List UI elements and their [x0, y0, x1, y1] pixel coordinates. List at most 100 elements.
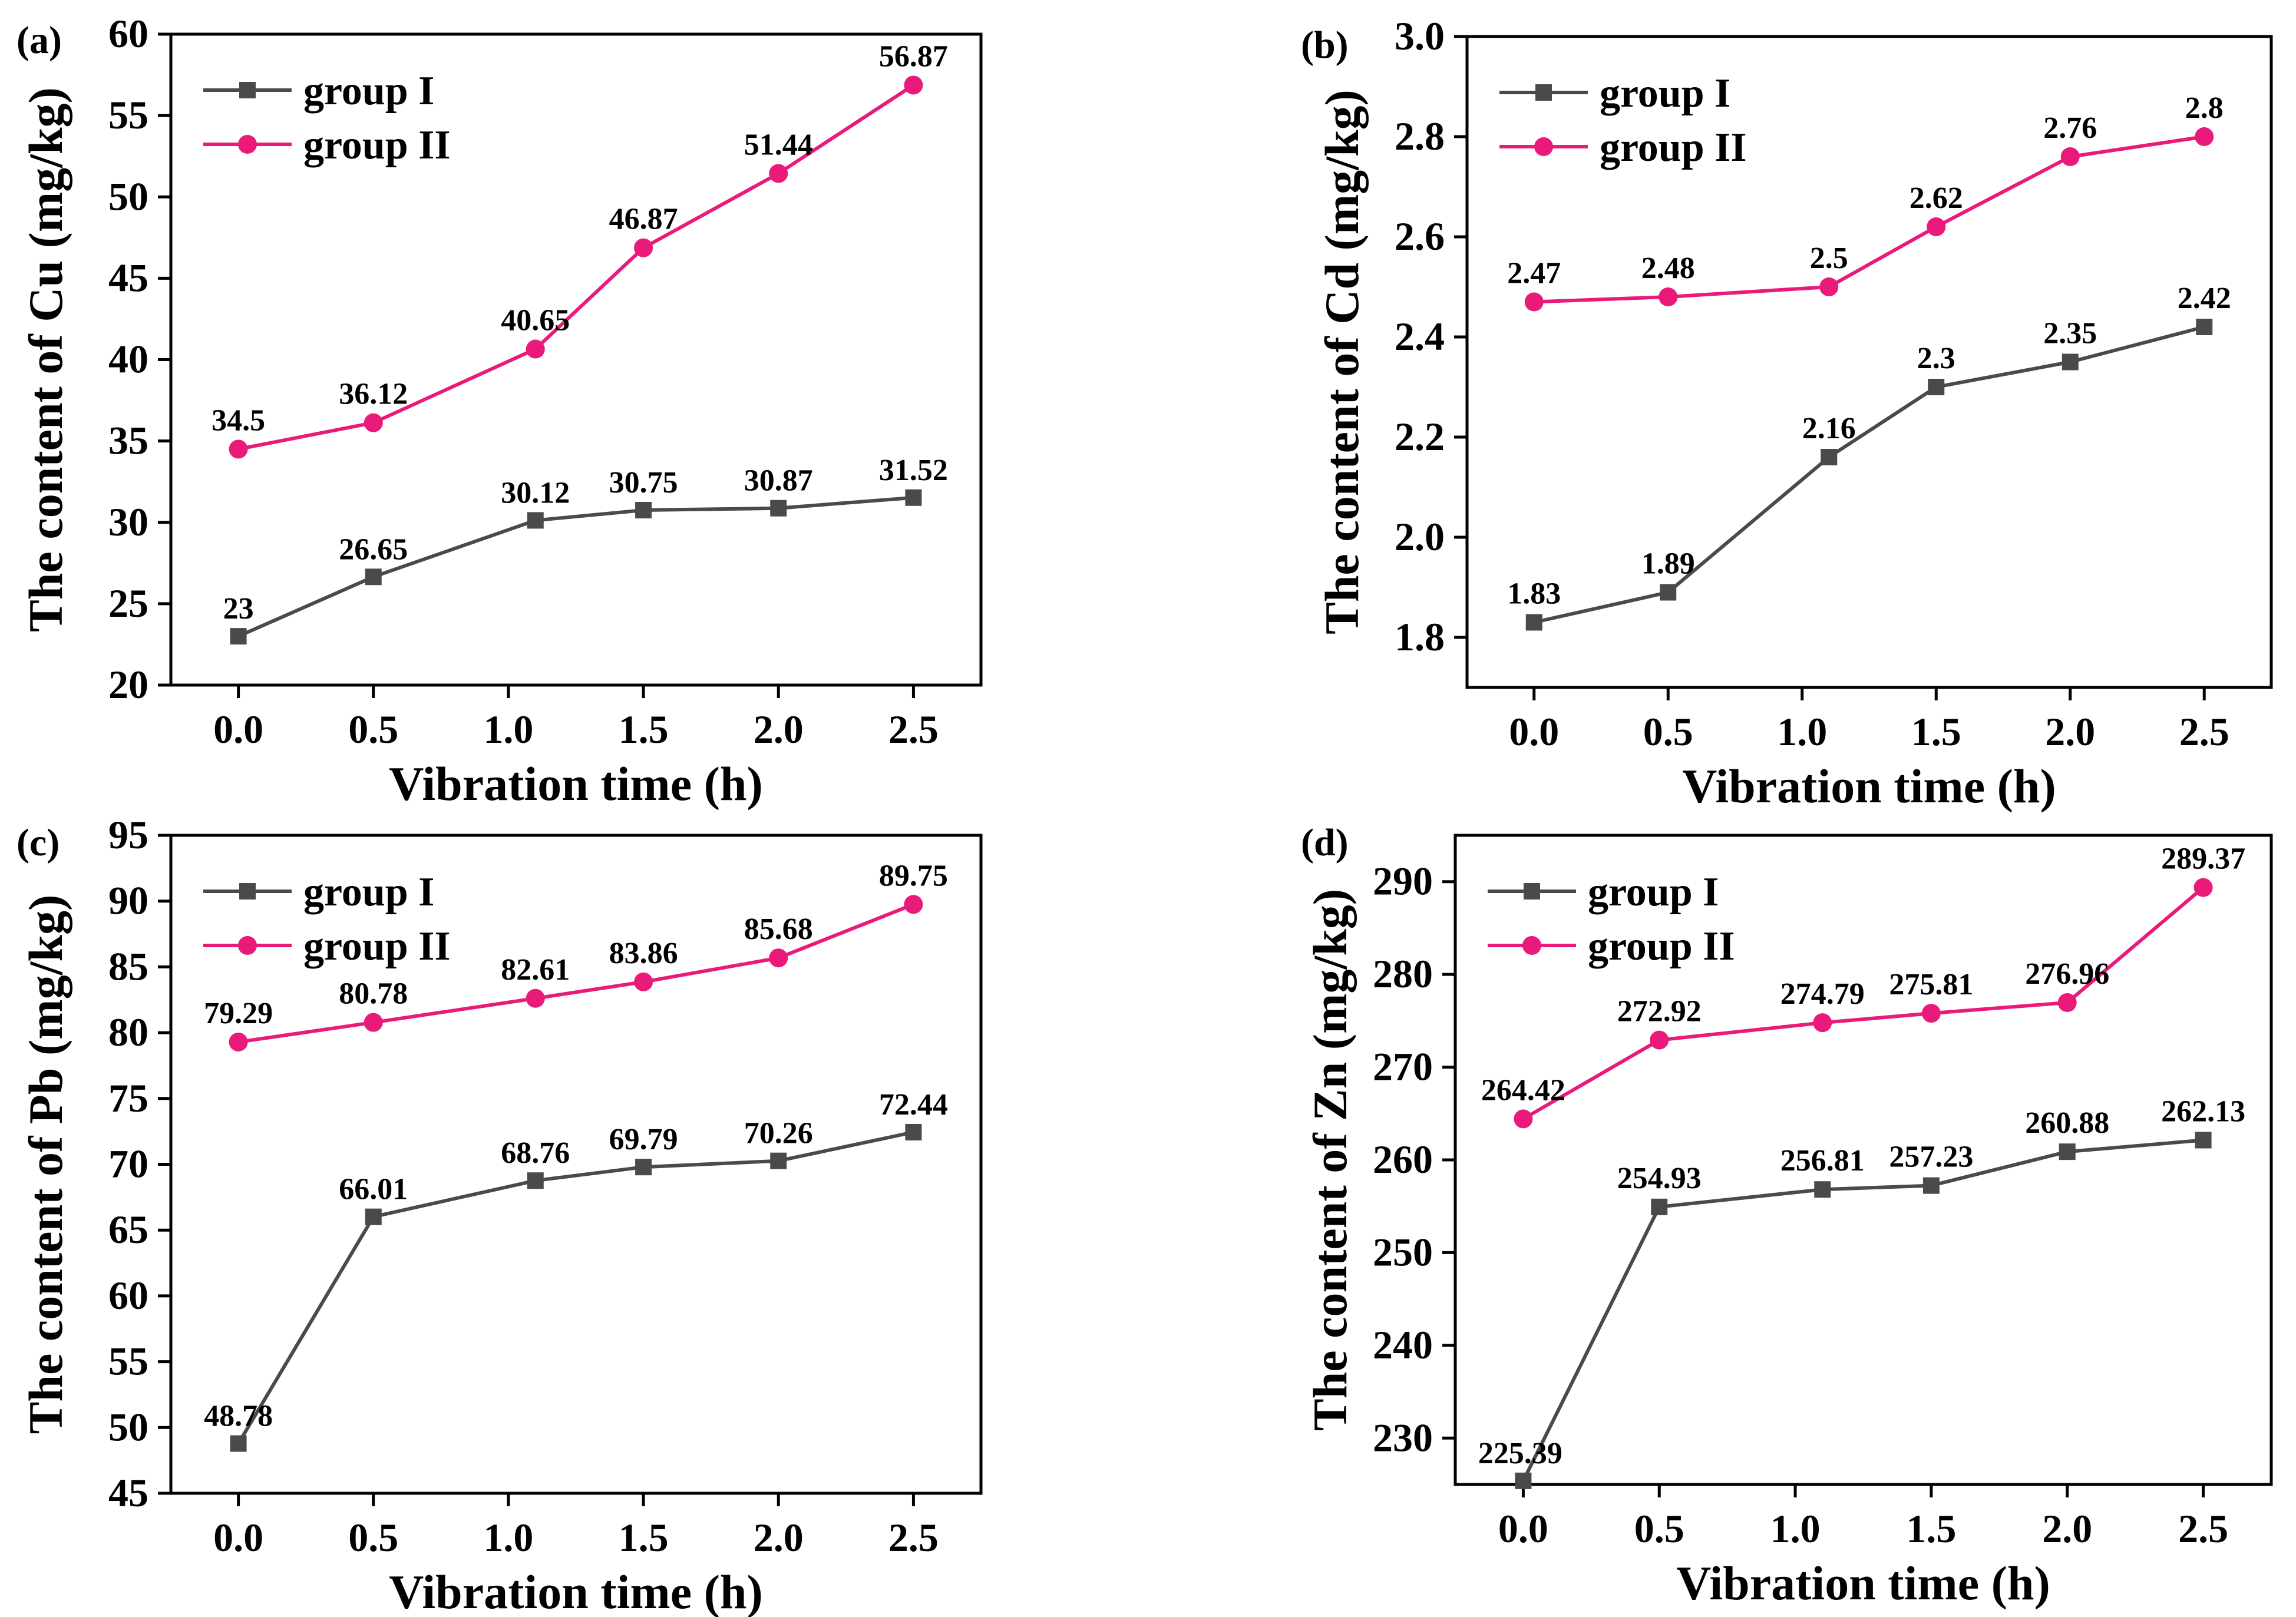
data-label: 225.39: [1478, 1437, 1562, 1470]
legend: group I group II: [203, 68, 451, 168]
data-label: 30.75: [609, 466, 678, 500]
y-tick-label: 90: [108, 878, 148, 923]
y-tick-label: 40: [108, 337, 148, 382]
data-label: 1.83: [1507, 577, 1561, 611]
y-tick-label: 240: [1373, 1322, 1433, 1367]
data-point-circle: [364, 1013, 383, 1032]
y-tick-label: 2.0: [1395, 514, 1445, 559]
legend-marker-square: [1535, 84, 1552, 101]
series-line-group-2: [238, 83, 915, 451]
data-label: 72.44: [879, 1088, 948, 1122]
data-point-square: [1814, 1181, 1831, 1198]
data-point-circle: [1514, 1109, 1533, 1129]
x-axis-title: Vibration time (h): [389, 1565, 763, 1617]
y-axis-title: The content of Cu (mg/kg): [19, 87, 72, 632]
y-tick-label: 2.4: [1395, 314, 1445, 359]
data-point-circle: [1524, 292, 1544, 312]
y-tick-label: 35: [108, 418, 148, 463]
x-tick-label: 2.5: [2178, 1506, 2228, 1551]
y-axis-title: The content of Zn (mg/kg): [1303, 889, 1357, 1431]
y-tick-label: 45: [108, 255, 148, 300]
x-tick-label: 2.5: [2179, 709, 2229, 754]
data-point-square: [1651, 1198, 1668, 1215]
plot-frame: [169, 32, 983, 687]
legend-marker-square: [239, 883, 256, 900]
data-point-square: [905, 1123, 922, 1140]
series-line-group-2: [238, 902, 914, 1044]
chart-panel-4: (d) 0.0 0.5 1.0 1.5 2.0 2.5 230 240 250 260 270 280 2…: [1301, 821, 2273, 1610]
legend-marker-square: [239, 82, 256, 98]
x-axis-title: Vibration time (h): [389, 757, 763, 811]
data-label: 2.3: [1917, 342, 1955, 375]
data-label: 79.29: [204, 997, 273, 1030]
data-label: 2.42: [2178, 282, 2231, 315]
data-point-circle: [2057, 993, 2077, 1013]
data-point-circle: [1650, 1030, 1669, 1050]
x-tick-label: 2.0: [754, 707, 804, 752]
data-label: 31.52: [879, 454, 948, 487]
y-tick-label: 60: [108, 11, 148, 56]
x-tick-label: 1.5: [619, 707, 669, 752]
y-tick-label: 45: [108, 1470, 148, 1515]
legend-marker-square: [1524, 883, 1540, 900]
y-tick-label: 50: [108, 174, 148, 219]
x-tick-label: 0.5: [348, 707, 398, 752]
data-point-circle: [1927, 217, 1946, 236]
legend-label: group I: [303, 68, 434, 114]
y-tick-label: 250: [1373, 1229, 1433, 1274]
x-tick-label: 1.5: [1911, 709, 1961, 754]
data-label: 85.68: [744, 912, 813, 946]
y-tick-label: 2.6: [1395, 214, 1445, 259]
data-point-circle: [364, 413, 383, 432]
data-label: 2.8: [2185, 91, 2224, 125]
data-label: 2.5: [1810, 242, 1848, 275]
legend-label: group II: [303, 123, 451, 168]
y-tick-label: 20: [108, 662, 148, 707]
y-axis-title: The content of Cd (mg/kg): [1315, 90, 1369, 634]
data-label: 275.81: [1889, 968, 1973, 1001]
x-tick-label: 1.0: [1770, 1506, 1821, 1551]
data-label: 48.78: [204, 1400, 273, 1433]
chart-panel-3: (c) 0.0 0.5 1.0 1.5 2.0 2.5 45 50 55 60 65 70 75 80 85 9…: [16, 812, 983, 1617]
data-point-circle: [904, 75, 923, 95]
data-label: 89.75: [879, 859, 948, 892]
x-tick-label: 1.0: [1777, 709, 1827, 754]
data-point-circle: [229, 1032, 248, 1051]
data-label: 274.79: [1780, 977, 1865, 1011]
data-label: 260.88: [2025, 1106, 2109, 1140]
x-tick-label: 1.5: [619, 1515, 669, 1560]
data-label: 2.35: [2043, 317, 2097, 350]
series-line-group-1: [237, 1130, 914, 1445]
data-label: 256.81: [1780, 1144, 1865, 1178]
x-tick-label: 2.5: [888, 1515, 939, 1560]
data-point-square: [527, 1172, 544, 1189]
data-label: 82.61: [501, 953, 570, 987]
data-point-circle: [1921, 1004, 1941, 1023]
plot-frame: [1465, 35, 2273, 689]
data-label: 36.12: [339, 378, 408, 411]
legend-label: group II: [1588, 924, 1735, 969]
data-label: 2.62: [1910, 181, 1963, 215]
x-tick-label: 2.0: [754, 1515, 804, 1560]
data-point-square: [230, 1435, 247, 1452]
data-point-circle: [634, 972, 653, 991]
data-point-square: [905, 489, 922, 506]
data-point-square: [230, 628, 247, 645]
x-tick-label: 2.0: [2042, 1506, 2092, 1551]
legend-label: group I: [1600, 71, 1730, 116]
y-tick-label: 50: [108, 1404, 148, 1449]
data-label: 264.42: [1481, 1073, 1565, 1107]
x-tick-label: 0.0: [1509, 709, 1559, 754]
y-tick-label: 60: [108, 1273, 148, 1318]
y-tick-label: 1.8: [1395, 614, 1445, 659]
x-tick-label: 1.0: [483, 707, 533, 752]
data-label: 56.87: [879, 39, 948, 73]
legend: group I group II: [1488, 869, 1735, 969]
data-point-circle: [2060, 147, 2080, 166]
data-point-square: [2195, 1132, 2212, 1149]
y-tick-label: 230: [1373, 1415, 1433, 1460]
y-tick-label: 65: [108, 1207, 148, 1252]
data-point-square: [1821, 449, 1838, 465]
data-point-square: [2059, 1143, 2076, 1160]
data-point-square: [2062, 353, 2079, 371]
